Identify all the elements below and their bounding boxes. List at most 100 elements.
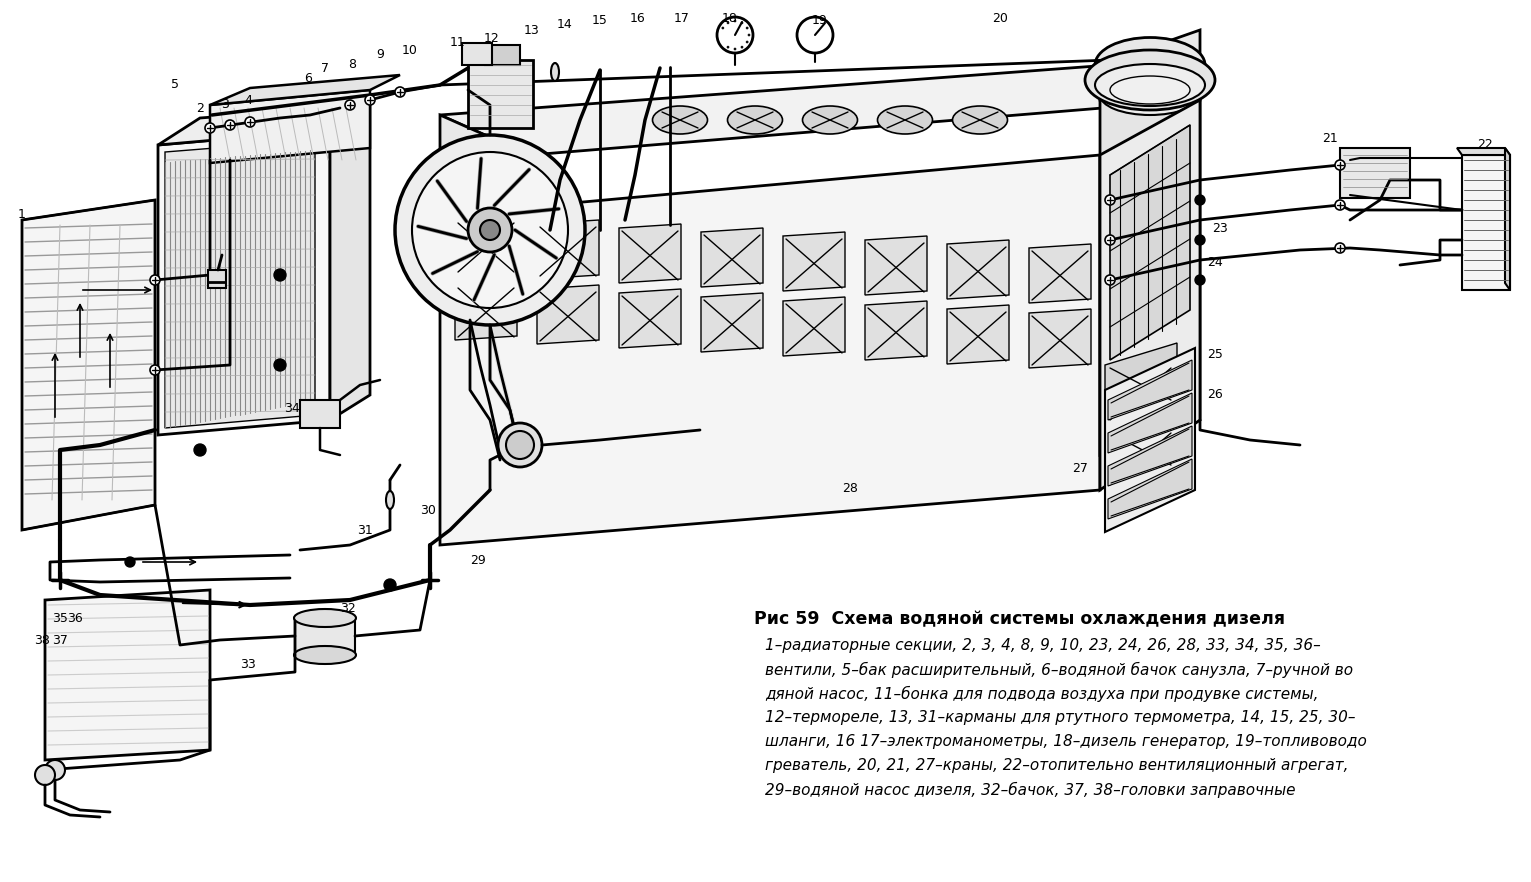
Text: греватель, 20, 21, 27–краны, 22–отопительно вентиляционный агрегат,: греватель, 20, 21, 27–краны, 22–отопител… [766,758,1349,773]
Text: 34: 34 [285,401,300,415]
Polygon shape [1108,459,1193,519]
Polygon shape [165,140,315,428]
Circle shape [749,34,750,36]
Ellipse shape [1095,38,1205,93]
Text: 29: 29 [470,554,485,566]
Polygon shape [1105,348,1196,532]
Text: 8: 8 [348,58,357,71]
Polygon shape [865,301,926,360]
Text: 9: 9 [377,49,384,62]
Circle shape [274,359,286,371]
Circle shape [1335,243,1346,253]
Text: 16: 16 [631,11,646,25]
Circle shape [481,220,501,240]
Polygon shape [701,293,762,352]
Polygon shape [455,216,517,275]
Text: 4: 4 [243,93,253,107]
Circle shape [364,95,375,105]
Text: 17: 17 [674,11,690,25]
Ellipse shape [551,63,559,81]
Polygon shape [537,220,599,279]
Polygon shape [619,289,681,348]
Text: 20: 20 [992,11,1007,25]
Polygon shape [295,618,355,655]
Ellipse shape [1110,76,1190,104]
Text: 10: 10 [403,43,418,56]
Circle shape [205,123,214,133]
Ellipse shape [294,646,357,664]
Polygon shape [158,105,371,145]
Polygon shape [537,285,599,344]
Circle shape [746,41,749,43]
Circle shape [344,100,355,110]
Bar [468,60,533,128]
Polygon shape [782,232,845,291]
Text: 6: 6 [305,71,312,85]
Text: 26: 26 [1206,388,1223,401]
Text: 7: 7 [322,62,329,74]
Circle shape [733,20,736,22]
Text: 1–радиаторные секции, 2, 3, 4, 8, 9, 10, 23, 24, 26, 28, 33, 34, 35, 36–: 1–радиаторные секции, 2, 3, 4, 8, 9, 10,… [766,638,1321,653]
Circle shape [35,765,55,785]
Circle shape [723,27,724,29]
Ellipse shape [952,106,1007,134]
Polygon shape [1029,244,1092,303]
Polygon shape [439,65,1200,155]
Polygon shape [619,224,681,283]
Polygon shape [21,200,155,530]
Polygon shape [439,155,1099,545]
Text: 14: 14 [557,19,573,32]
Polygon shape [948,240,1009,299]
Text: 32: 32 [340,602,355,615]
Polygon shape [210,90,371,163]
Bar [462,43,491,65]
Polygon shape [1108,426,1193,486]
Text: шланги, 16 17–электроманометры, 18–дизель генератор, 19–топливоводо: шланги, 16 17–электроманометры, 18–дизел… [766,734,1367,749]
Polygon shape [158,130,331,435]
Bar [485,45,521,65]
Polygon shape [439,115,530,250]
Text: дяной насос, 11–бонка для подвода воздуха при продувке системы,: дяной насос, 11–бонка для подвода воздух… [766,686,1318,702]
Polygon shape [865,236,926,295]
Bar [300,400,340,428]
Text: 18: 18 [723,11,738,25]
Circle shape [274,269,286,281]
Ellipse shape [652,106,707,134]
Polygon shape [1110,125,1190,360]
Circle shape [44,760,64,780]
Circle shape [395,87,406,97]
Text: 29–водяной насос дизеля, 32–бачок, 37, 38–головки заправочные: 29–водяной насос дизеля, 32–бачок, 37, 3… [766,782,1295,798]
Ellipse shape [294,609,357,627]
Circle shape [733,48,736,50]
Polygon shape [1458,148,1510,155]
Text: 24: 24 [1206,256,1223,268]
Text: 15: 15 [592,13,608,26]
Circle shape [245,117,256,127]
Text: 35: 35 [52,611,67,624]
Circle shape [225,120,234,130]
Circle shape [741,46,743,49]
Ellipse shape [877,106,932,134]
Circle shape [1196,275,1205,285]
Text: 22: 22 [1477,138,1493,152]
Polygon shape [782,297,845,356]
Polygon shape [1505,148,1510,290]
Polygon shape [1099,100,1200,490]
Circle shape [150,275,161,285]
Polygon shape [1029,309,1092,368]
Circle shape [1196,195,1205,205]
Circle shape [727,22,729,24]
Circle shape [498,423,542,467]
Ellipse shape [386,491,393,509]
Polygon shape [701,228,762,287]
Text: 27: 27 [1072,461,1089,475]
Text: 3: 3 [220,98,230,110]
Text: 30: 30 [419,504,436,517]
Bar [208,270,227,288]
Circle shape [194,444,207,456]
Circle shape [126,557,135,567]
Polygon shape [455,281,517,340]
Circle shape [1105,235,1115,245]
Circle shape [1335,200,1346,210]
Text: 38: 38 [34,633,51,647]
